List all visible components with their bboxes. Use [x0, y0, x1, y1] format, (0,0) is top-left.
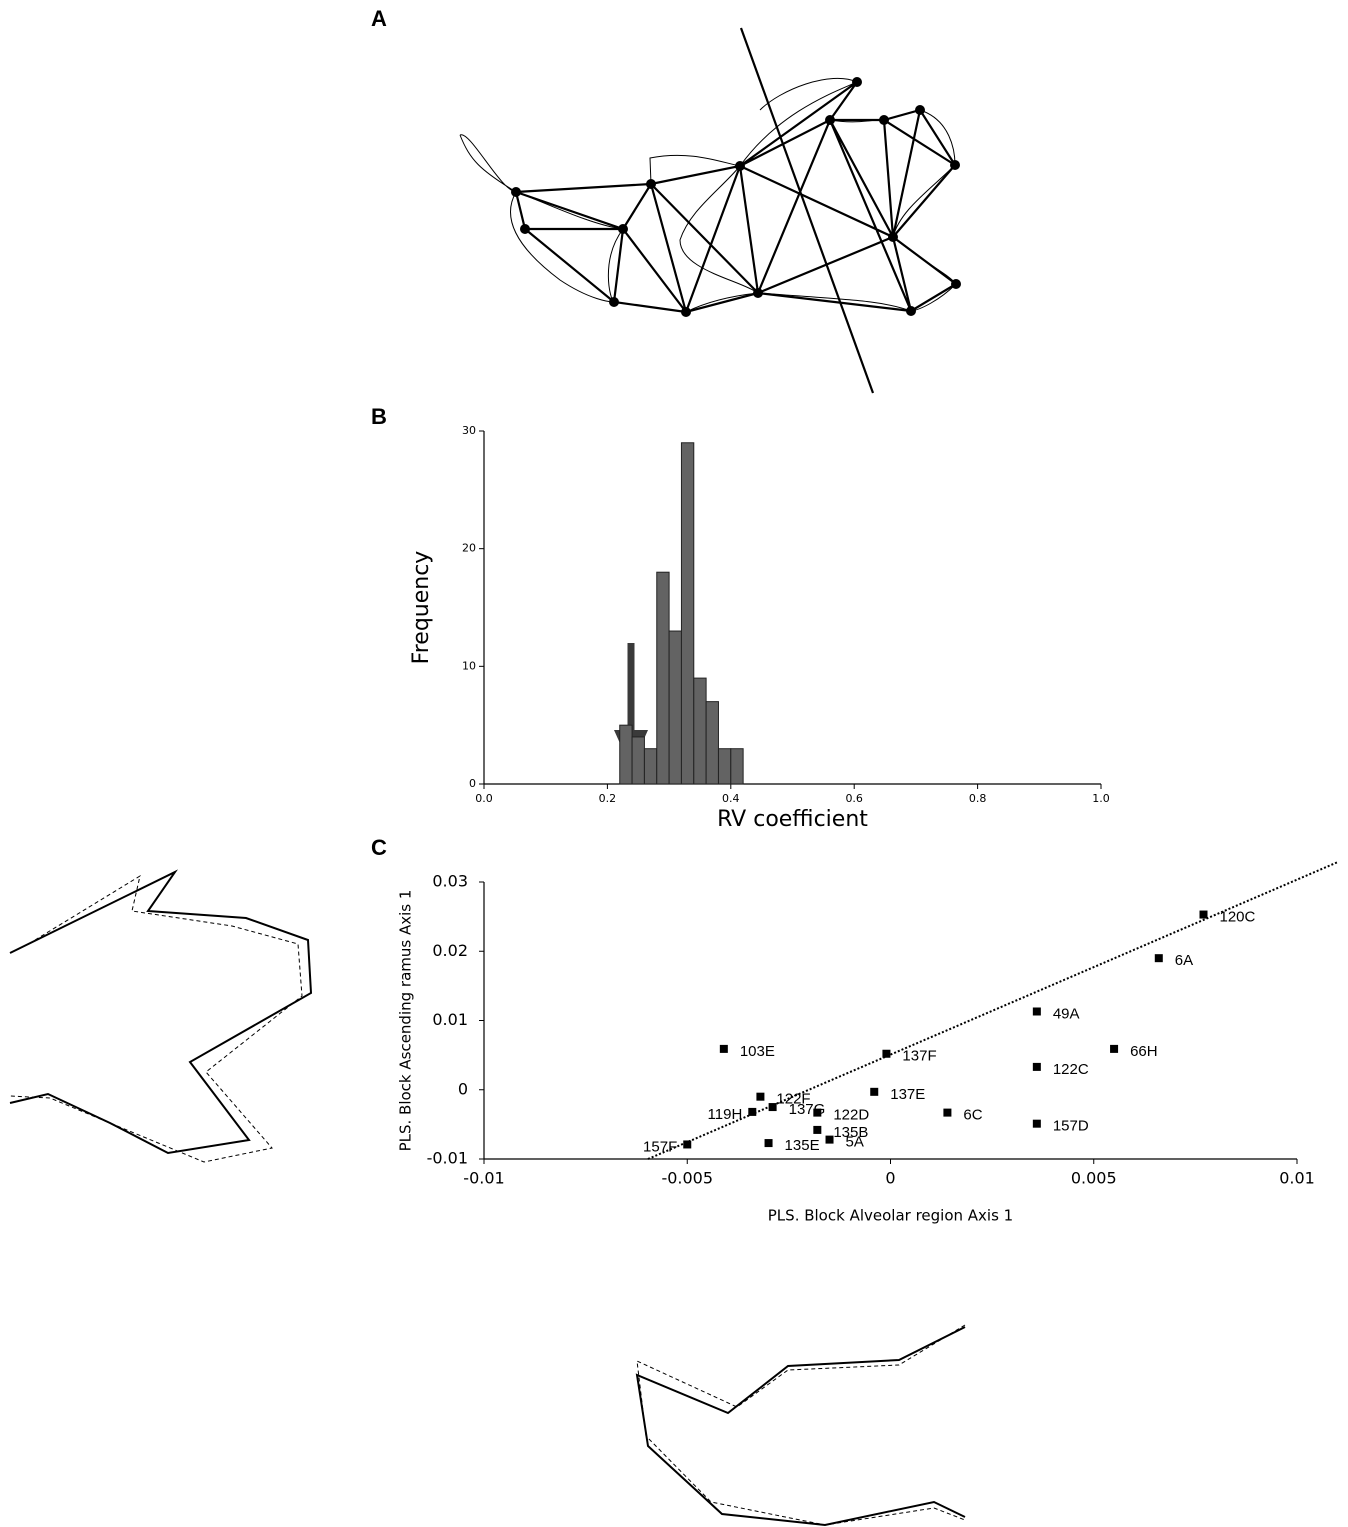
y-tick-label: 0 [469, 777, 476, 790]
point [1032, 1007, 1041, 1016]
deformation-left [9, 869, 313, 1163]
x-tick-label: 0.0 [475, 792, 493, 805]
x-tick-label: 0.005 [1071, 1169, 1117, 1188]
point [1154, 954, 1163, 963]
point-label: 157F [643, 1138, 677, 1155]
x-tick-label: -0.005 [661, 1169, 713, 1188]
y-tick-label: 10 [462, 659, 476, 672]
bar [668, 630, 682, 785]
outline [459, 77, 957, 313]
point [1110, 1044, 1119, 1053]
point [870, 1087, 879, 1096]
bar [730, 748, 744, 785]
bar [717, 748, 732, 785]
point [719, 1044, 728, 1053]
point-label: 120C [1220, 909, 1256, 926]
point-label: 157D [1053, 1118, 1089, 1135]
x-axis-label: PLS. Block Alveolar region Axis 1 [768, 1207, 1013, 1225]
point [683, 1140, 692, 1149]
bar [656, 571, 670, 785]
x-tick-label: 0.8 [969, 792, 987, 805]
point-label: 135E [785, 1137, 820, 1154]
panel-label: A [371, 6, 387, 31]
x-tick-label: 0.6 [845, 792, 863, 805]
bar [643, 748, 658, 785]
x-tick-label: 0 [885, 1169, 895, 1188]
point-label: 103E [740, 1043, 775, 1060]
y-tick-label: -0.01 [427, 1149, 468, 1168]
y-axis-label: PLS. Block Ascending ramus Axis 1 [397, 890, 415, 1152]
point [768, 1103, 777, 1112]
panel-label: B [371, 404, 387, 429]
point [748, 1107, 757, 1116]
bar [619, 724, 633, 785]
y-tick-label: 0.02 [432, 941, 468, 960]
point [943, 1108, 952, 1117]
point [882, 1049, 891, 1058]
bar [680, 442, 695, 785]
point-label: 66H [1130, 1043, 1158, 1060]
point-label: 49A [1053, 1005, 1080, 1022]
deformation-bottom [635, 1324, 966, 1527]
point-label: 137F [902, 1048, 936, 1065]
x-tick-label: 1.0 [1092, 792, 1110, 805]
x-tick-label: -0.01 [463, 1169, 504, 1188]
point-label: 122C [1053, 1061, 1089, 1078]
point [756, 1092, 765, 1101]
point [1199, 910, 1208, 919]
bar [705, 701, 719, 785]
point [1032, 1119, 1041, 1128]
y-tick-label: 20 [462, 542, 476, 555]
point-label: 122F [776, 1091, 810, 1108]
bar [693, 677, 707, 785]
point-label: 122D [833, 1107, 869, 1124]
x-tick-label: 0.2 [599, 792, 617, 805]
point-label: 5A [846, 1134, 864, 1151]
point-label: 137E [890, 1086, 925, 1103]
point [813, 1108, 822, 1117]
triangulation [514, 81, 958, 314]
point-label: 119H [708, 1106, 743, 1123]
point-label: 6A [1175, 952, 1193, 969]
x-tick-label: 0.4 [722, 792, 740, 805]
panel-label: C [371, 835, 387, 860]
point-label: 135B [833, 1124, 868, 1141]
landmark-diagram [459, 27, 961, 394]
y-tick-label: 0 [458, 1079, 468, 1098]
x-axis-label: RV coefficient [717, 807, 868, 832]
axis-line [739, 27, 875, 394]
y-tick-label: 30 [462, 424, 476, 437]
y-axis-label: Frequency [409, 551, 434, 665]
point [825, 1135, 834, 1144]
y-tick-label: 0.01 [432, 1010, 468, 1029]
x-tick-label: 0.01 [1279, 1169, 1315, 1188]
point [764, 1139, 773, 1148]
point [813, 1125, 822, 1134]
bar [631, 736, 645, 785]
y-tick-label: 0.03 [432, 872, 468, 891]
regression-line [647, 861, 1339, 1160]
point [1032, 1062, 1041, 1071]
point-label: 6C [963, 1107, 982, 1124]
